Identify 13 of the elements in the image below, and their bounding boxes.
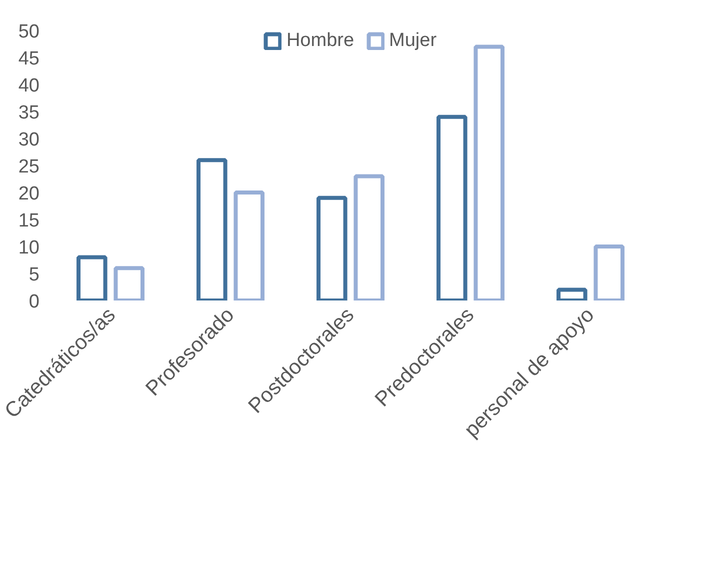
y-tick-label: 35 — [18, 102, 40, 124]
legend-label: Mujer — [389, 30, 437, 52]
y-tick-label: 45 — [18, 48, 40, 70]
y-tick-label: 0 — [28, 292, 40, 312]
legend-label: Hombre — [286, 30, 354, 52]
y-tick-label: 20 — [18, 184, 40, 204]
y-tick-label: 30 — [18, 130, 40, 150]
y-tick-label: 40 — [18, 76, 40, 96]
y-tick-label: 25 — [18, 156, 40, 178]
y-tick-label: 50 — [18, 22, 40, 42]
y-tick-label: 10 — [18, 238, 40, 258]
y-tick-label: 15 — [18, 210, 40, 232]
y-tick-label: 5 — [28, 264, 40, 286]
